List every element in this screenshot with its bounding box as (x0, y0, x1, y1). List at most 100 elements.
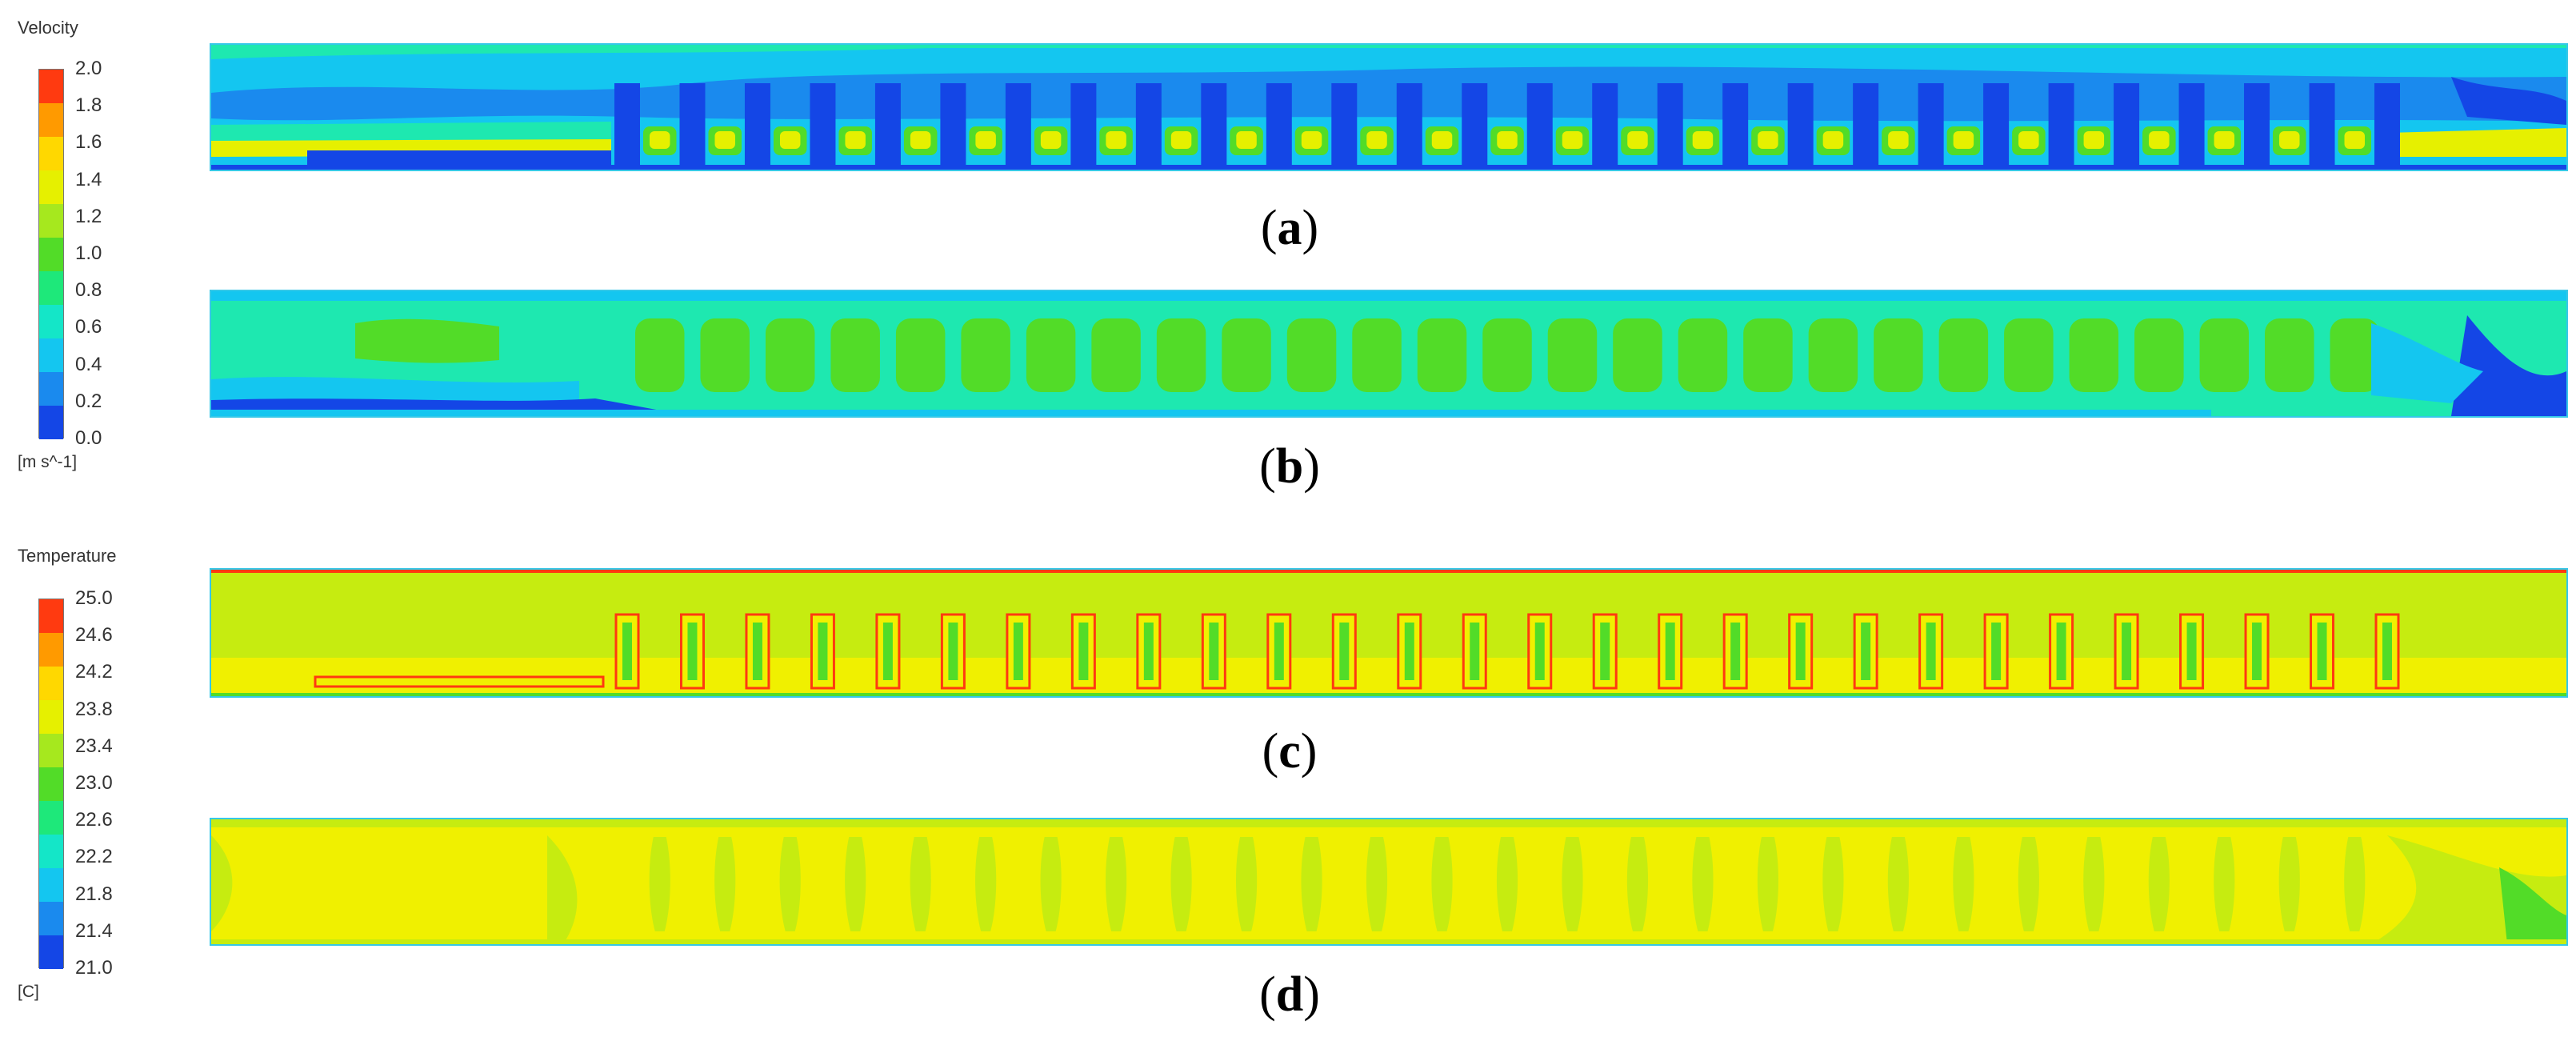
plot-c-temperature-section (210, 568, 2568, 698)
contour-cell (714, 837, 736, 931)
partition-core (1404, 623, 1414, 680)
contour-cell (1562, 131, 1583, 149)
contour-band (2371, 323, 2483, 403)
contour-cell (1236, 131, 1257, 149)
contour-cell (2083, 837, 2105, 931)
temperature-legend-unit: [C] (18, 983, 39, 1001)
color-bar-segment (39, 835, 63, 868)
contour-cell (700, 318, 750, 392)
temperature-color-bar (38, 599, 64, 969)
velocity-legend-unit: [m s^-1] (18, 453, 78, 471)
contour-cell (1235, 837, 1258, 931)
contour-band (211, 66, 2566, 122)
contour-band (547, 835, 578, 944)
partition-wake (2374, 83, 2400, 170)
legend-tick-label: 1.2 (75, 205, 102, 227)
contour-cell (1758, 131, 1778, 149)
partition-wake (810, 83, 836, 170)
contour-cell (2265, 318, 2314, 392)
partition-wake (1331, 83, 1358, 170)
color-bar-segment (39, 137, 63, 170)
contour-band (211, 819, 2566, 827)
partition-wake (614, 83, 640, 170)
partition-core (1078, 623, 1089, 680)
legend-tick-label: 22.6 (75, 809, 113, 831)
contour-cell (1888, 131, 1909, 149)
color-bar-segment (39, 305, 63, 338)
contour-cell (2279, 131, 2300, 149)
partition-core (1795, 623, 1806, 680)
contour-cell (1496, 837, 1518, 931)
contour-band (2451, 315, 2566, 416)
contour-band (211, 570, 2566, 573)
contour-cell (1106, 131, 1126, 149)
legend-tick-label: 21.8 (75, 883, 113, 905)
contour-cell (961, 318, 1010, 392)
contour-cell (1366, 131, 1387, 149)
partition-wake (1657, 83, 1683, 170)
contour-cell (1040, 131, 1062, 149)
partition-core (818, 623, 828, 680)
contour-cell (975, 837, 997, 931)
caption-c: (c) (1262, 724, 1318, 779)
partition-wake (1722, 83, 1749, 170)
partition-core (1600, 623, 1610, 680)
plot-d-temperature-section (210, 818, 2568, 946)
legend-tick-label: 0.6 (75, 316, 102, 338)
contour-cell (910, 131, 931, 149)
contour-cell (975, 131, 996, 149)
contour-band (2499, 867, 2566, 944)
partition-core (1861, 623, 1871, 680)
color-bar-segment (39, 372, 63, 406)
legend-tick-label: 23.8 (75, 698, 113, 720)
contour-cell (2344, 837, 2366, 931)
temperature-legend-title: Temperature (18, 546, 117, 566)
contour-cell (1938, 318, 1989, 392)
partition-core (752, 623, 762, 680)
partition-wake (1005, 83, 1031, 170)
caption-b: (b) (1259, 439, 1320, 494)
contour-cell (779, 131, 801, 149)
partition-wake (2178, 83, 2205, 170)
partition-wake (1070, 83, 1097, 170)
contour-band (211, 693, 2566, 696)
legend-tick-label: 21.4 (75, 919, 113, 942)
partition-core (2317, 623, 2327, 680)
contour-cell (1547, 318, 1598, 392)
contour-cell (1286, 318, 1337, 392)
color-bar-segment (39, 70, 63, 103)
contour-band (211, 291, 2566, 301)
color-bar-segment (39, 406, 63, 439)
color-bar-segment (39, 170, 63, 204)
partition-core (1991, 623, 2002, 680)
partition-wake (1983, 83, 2010, 170)
contour-band (211, 410, 2211, 416)
contour-cell (650, 131, 670, 149)
color-bar-segment (39, 801, 63, 835)
contour-cell (1156, 318, 1206, 392)
contour-cell (1040, 837, 1062, 931)
color-bar-segment (39, 633, 63, 667)
color-bar-segment (39, 271, 63, 305)
contour-cell (1822, 131, 1844, 149)
contour-cell (1626, 837, 1649, 931)
contour-cell (2278, 837, 2300, 931)
partition-wake (1135, 83, 1162, 170)
contour-cell (1106, 837, 1127, 931)
color-bar-segment (39, 599, 63, 633)
contour-cell (2083, 131, 2105, 149)
contour-cell (1678, 318, 1728, 392)
contour-cell (2018, 131, 2039, 149)
partition-wake (874, 83, 901, 170)
contour-cell (1497, 131, 1518, 149)
partition-core (2382, 623, 2392, 680)
color-bar-segment (39, 734, 63, 767)
partition-wake (1266, 83, 1292, 170)
legend-tick-label: 24.6 (75, 624, 113, 647)
color-bar-segment (39, 103, 63, 137)
contour-cell (2134, 318, 2184, 392)
contour-cell (1091, 318, 1141, 392)
plot-a-velocity-section (210, 43, 2568, 171)
legend-tick-label: 2.0 (75, 58, 102, 79)
contour-cell (830, 318, 880, 392)
